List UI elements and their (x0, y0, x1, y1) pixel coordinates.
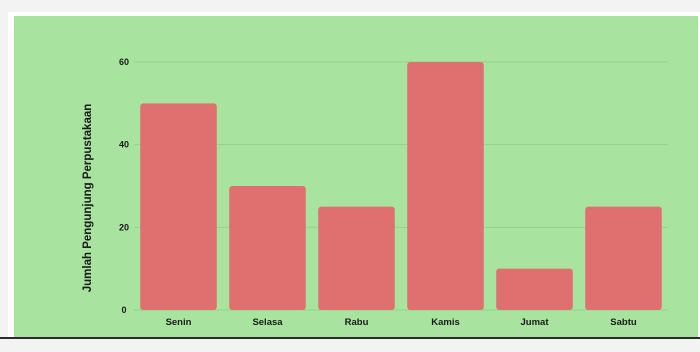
bar-selasa (229, 186, 306, 310)
x-axis-labels: Senin Selasa Rabu Kamis Jumat Sabtu (166, 317, 637, 328)
gridlines (134, 61, 668, 311)
bar-kamis (407, 62, 484, 310)
y-tick-label: 60 (119, 57, 129, 67)
chart-frame: 0 20 40 60 Senin Selasa Rabu Kamis Jumat Sabtu J… (8, 12, 700, 338)
y-axis-ticks: 0 20 40 60 (119, 57, 129, 315)
x-tick-label: Kamis (431, 317, 460, 328)
bar-sabtu (585, 206, 662, 310)
bar-jumat (496, 268, 573, 310)
bar-senin (140, 103, 217, 310)
bottom-divider (0, 337, 700, 339)
y-tick-label: 40 (119, 140, 129, 150)
y-tick-label: 0 (121, 305, 126, 315)
y-tick-label: 20 (119, 222, 129, 232)
x-tick-label: Senin (166, 317, 192, 328)
bars (140, 62, 662, 310)
x-tick-label: Jumat (521, 317, 550, 328)
x-tick-label: Selasa (252, 317, 283, 328)
x-tick-label: Sabtu (610, 317, 637, 328)
bar-chart: 0 20 40 60 Senin Selasa Rabu Kamis Jumat Sabtu J… (14, 16, 698, 338)
x-tick-label: Rabu (345, 317, 369, 328)
y-axis-label: Jumlah Pengunjung Perpustakaan (82, 104, 94, 293)
bar-rabu (318, 206, 395, 310)
